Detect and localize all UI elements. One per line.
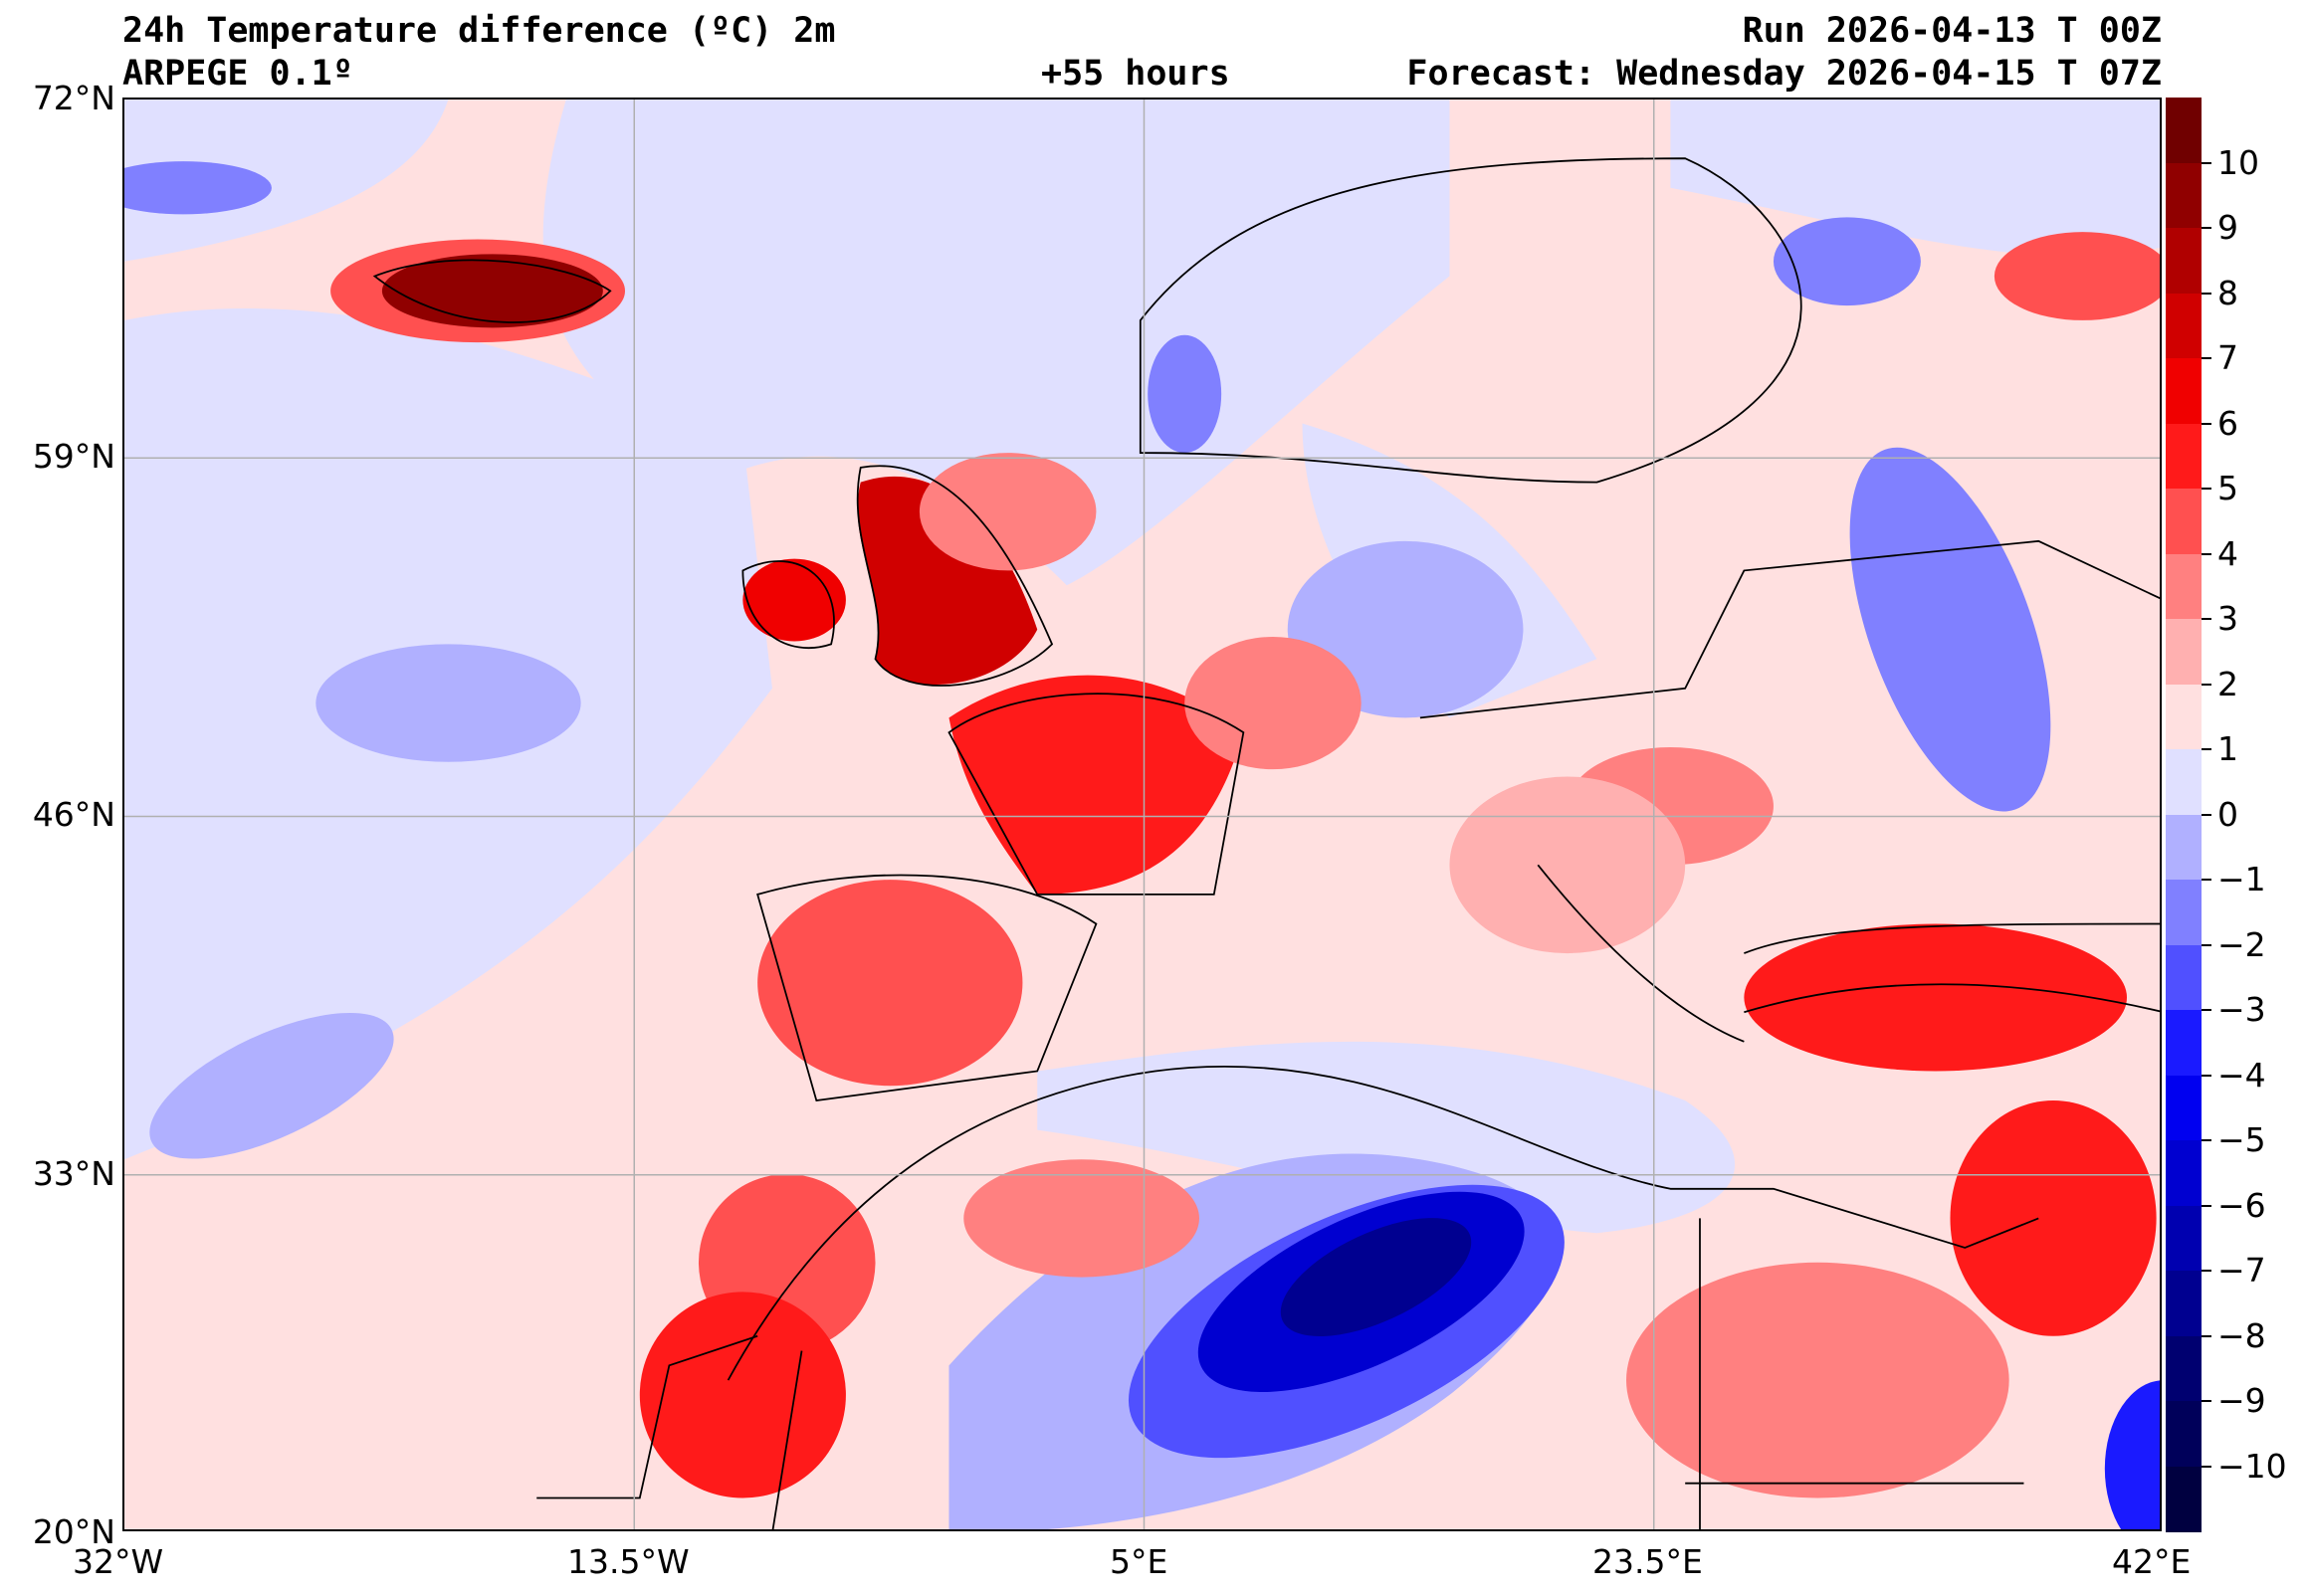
colorbar-tick-label: 9 [2217,208,2238,247]
colorbar-tick [2202,943,2211,946]
colorbar-tick-label: −9 [2217,1381,2266,1420]
colorbar-tick [2202,357,2211,359]
colorbar-bin [2166,944,2202,1011]
colorbar-bin [2166,98,2202,163]
colorbar-bin [2166,1466,2202,1532]
lon-label: 42°E [2112,1542,2192,1581]
forecast-time: Forecast: Wednesday 2026-04-15 T 07Z [1406,54,2162,94]
colorbar-tick [2202,161,2211,164]
colorbar-tick-label: 2 [2217,664,2238,703]
colorbar-tick [2202,292,2211,295]
colorbar-tick [2202,748,2211,750]
colorbar-tick-label: 6 [2217,403,2238,443]
colorbar-bin [2166,1205,2202,1272]
colorbar-bin [2166,814,2202,881]
colorbar-tick-label: 10 [2217,142,2259,182]
lat-label: 20°N [32,1512,115,1551]
colorbar [2166,98,2202,1532]
colorbar-bin [2166,162,2202,229]
colorbar-bin [2166,1075,2202,1141]
colorbar-tick-label: 3 [2217,599,2238,638]
lon-label: 5°E [1110,1542,1168,1581]
colorbar-tick-label: 8 [2217,273,2238,312]
colorbar-tick [2202,227,2211,229]
colorbar-bin [2166,684,2202,750]
colorbar-tick-label: −5 [2217,1120,2266,1159]
colorbar-tick-label: −4 [2217,1055,2266,1095]
model-name: ARPEGE 0.1º [122,54,353,94]
colorbar-bin [2166,358,2202,424]
lead-time: +55 hours [1041,54,1230,94]
colorbar-bin [2166,228,2202,294]
warming-areas [330,232,2160,1498]
colorbar-tick [2202,1204,2211,1207]
colorbar-bin [2166,1010,2202,1076]
colorbar-bin [2166,1271,2202,1336]
colorbar-bin [2166,880,2202,945]
colorbar-tick [2202,1334,2211,1337]
colorbar-tick [2202,422,2211,425]
colorbar-bin [2166,1335,2202,1402]
coastlines [372,157,2160,1529]
graticule [124,100,2160,1529]
colorbar-tick [2202,1465,2211,1468]
colorbar-bin [2166,293,2202,359]
colorbar-tick [2202,1270,2211,1272]
colorbar-tick-label: 0 [2217,794,2238,834]
run-time: Run 2026-04-13 T 00Z [1742,11,2162,51]
colorbar-tick-label: 4 [2217,533,2238,573]
colorbar-tick-label: −3 [2217,990,2266,1029]
lon-label: 23.5°E [1592,1542,1703,1581]
colorbar-bin [2166,489,2202,554]
colorbar-tick [2202,1074,2211,1077]
colorbar-bin [2166,749,2202,815]
colorbar-tick [2202,618,2211,620]
map-canvas [124,100,2160,1529]
lat-label: 59°N [32,437,115,476]
colorbar-bin [2166,553,2202,620]
colorbar-tick [2202,879,2211,881]
colorbar-tick-label: −1 [2217,860,2266,898]
colorbar-tick-label: −10 [2217,1446,2287,1486]
colorbar-tick [2202,1009,2211,1011]
colorbar-tick-label: −7 [2217,1251,2266,1290]
colorbar-bin [2166,1140,2202,1206]
map-title: 24h Temperature difference (ºC) 2m [122,11,836,51]
colorbar-tick [2202,488,2211,490]
colorbar-tick [2202,1400,2211,1402]
temperature-difference-map [122,98,2162,1531]
colorbar-bin [2166,1401,2202,1467]
colorbar-tick-label: 5 [2217,469,2238,507]
colorbar-bin [2166,423,2202,490]
colorbar-tick-label: 1 [2217,729,2238,768]
colorbar-tick [2202,1139,2211,1141]
lat-label: 72°N [32,79,115,117]
colorbar-tick-label: −6 [2217,1185,2266,1225]
colorbar-tick-label: −8 [2217,1315,2266,1355]
colorbar-bin [2166,619,2202,685]
colorbar-tick [2202,683,2211,686]
colorbar-tick [2202,813,2211,816]
lat-label: 46°N [32,795,115,834]
colorbar-tick-label: −2 [2217,924,2266,964]
colorbar-tick-label: 7 [2217,338,2238,377]
lon-label: 32°W [73,1542,164,1581]
lat-label: 33°N [32,1154,115,1193]
colorbar-tick [2202,552,2211,555]
lon-label: 13.5°W [567,1542,690,1581]
